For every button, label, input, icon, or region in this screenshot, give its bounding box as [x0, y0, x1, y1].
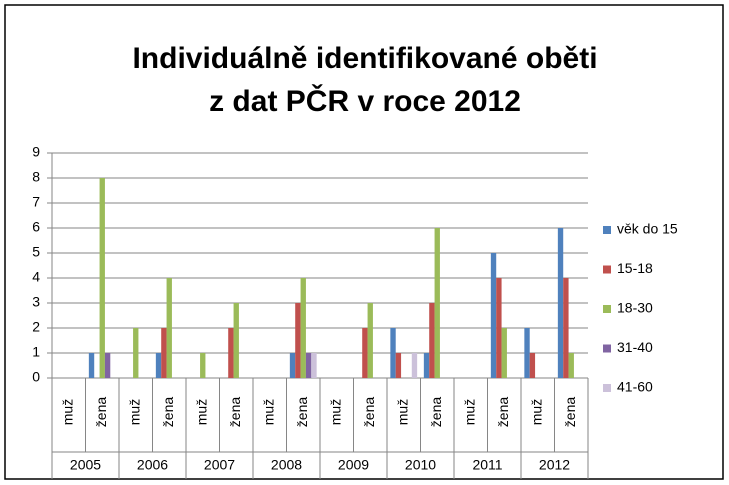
bar: [161, 328, 167, 378]
bar: [88, 353, 95, 378]
bar: [300, 278, 306, 378]
y-tick-label: 4: [32, 269, 40, 285]
x-tick-label: muž: [193, 399, 209, 425]
group-label: 2010: [405, 457, 436, 473]
x-tick-label: muž: [528, 399, 544, 425]
chart-title: Individuálně identifikované oběti: [132, 42, 597, 75]
bar: [434, 228, 440, 378]
bar: [305, 353, 312, 378]
bar: [411, 353, 418, 378]
legend-label: 15-18: [617, 260, 653, 276]
group-label: 2011: [472, 457, 502, 473]
y-tick-label: 9: [32, 144, 40, 160]
x-tick-label: žena: [160, 397, 176, 428]
x-tick-label: žena: [227, 397, 243, 428]
x-tick-label: muž: [126, 399, 142, 425]
bar: [390, 328, 396, 378]
legend-label: věk do 15: [617, 221, 678, 237]
chart-title: z dat PČR v roce 2012: [209, 84, 521, 118]
x-tick-label: muž: [394, 399, 410, 425]
legend-label: 18-30: [617, 300, 653, 316]
y-tick-label: 3: [32, 294, 40, 310]
bar: [133, 328, 139, 378]
bar: [524, 328, 530, 378]
bar: [496, 278, 502, 378]
bar: [289, 353, 296, 378]
legend-swatch: [603, 305, 611, 313]
group-label: 2012: [539, 457, 570, 473]
bar: [104, 353, 111, 378]
group-label: 2007: [204, 457, 235, 473]
y-tick-label: 7: [32, 194, 40, 210]
x-tick-label: žena: [495, 397, 511, 428]
bar: [557, 228, 564, 378]
bar: [362, 328, 368, 378]
chart-border: [4, 4, 724, 480]
bar: [155, 353, 162, 378]
bar: [233, 303, 239, 378]
y-tick-label: 2: [32, 319, 40, 335]
legend-label: 31-40: [617, 339, 653, 355]
x-tick-label: žena: [428, 397, 444, 428]
bar: [166, 278, 172, 378]
group-label: 2005: [70, 457, 101, 473]
bar: [99, 178, 105, 378]
group-label: 2009: [338, 457, 369, 473]
x-tick-label: muž: [327, 399, 343, 425]
bar: [423, 353, 430, 378]
legend-swatch: [603, 226, 611, 234]
x-tick-label: muž: [59, 399, 75, 425]
x-tick-label: muž: [461, 399, 477, 425]
y-tick-label: 0: [32, 369, 40, 385]
group-label: 2006: [137, 457, 168, 473]
x-tick-label: žena: [93, 397, 109, 428]
x-tick-label: žena: [294, 397, 310, 428]
y-tick-label: 5: [32, 244, 40, 260]
legend-label: 41-60: [617, 379, 653, 395]
legend-swatch: [603, 384, 611, 392]
bar: [367, 303, 373, 378]
bar: [490, 253, 497, 378]
bar: [429, 303, 435, 378]
bar: [563, 278, 569, 378]
y-tick-label: 1: [32, 344, 40, 360]
x-tick-label: žena: [562, 397, 578, 428]
bar: [568, 353, 574, 378]
bar: [311, 353, 317, 378]
bar: [529, 353, 536, 378]
x-tick-label: žena: [361, 397, 377, 428]
y-tick-label: 8: [32, 169, 40, 185]
legend-swatch: [603, 344, 611, 353]
legend-swatch: [603, 265, 611, 274]
x-tick-label: muž: [260, 399, 276, 425]
bar: [395, 353, 402, 378]
group-label: 2008: [271, 457, 302, 473]
bar: [295, 303, 301, 378]
bar: [501, 328, 507, 378]
bar: [228, 328, 234, 378]
bar: [200, 353, 206, 378]
y-tick-label: 6: [32, 219, 40, 235]
